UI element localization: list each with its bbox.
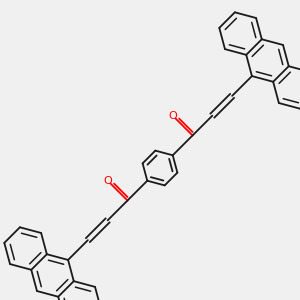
Text: O: O	[104, 176, 112, 186]
Text: O: O	[169, 111, 178, 121]
